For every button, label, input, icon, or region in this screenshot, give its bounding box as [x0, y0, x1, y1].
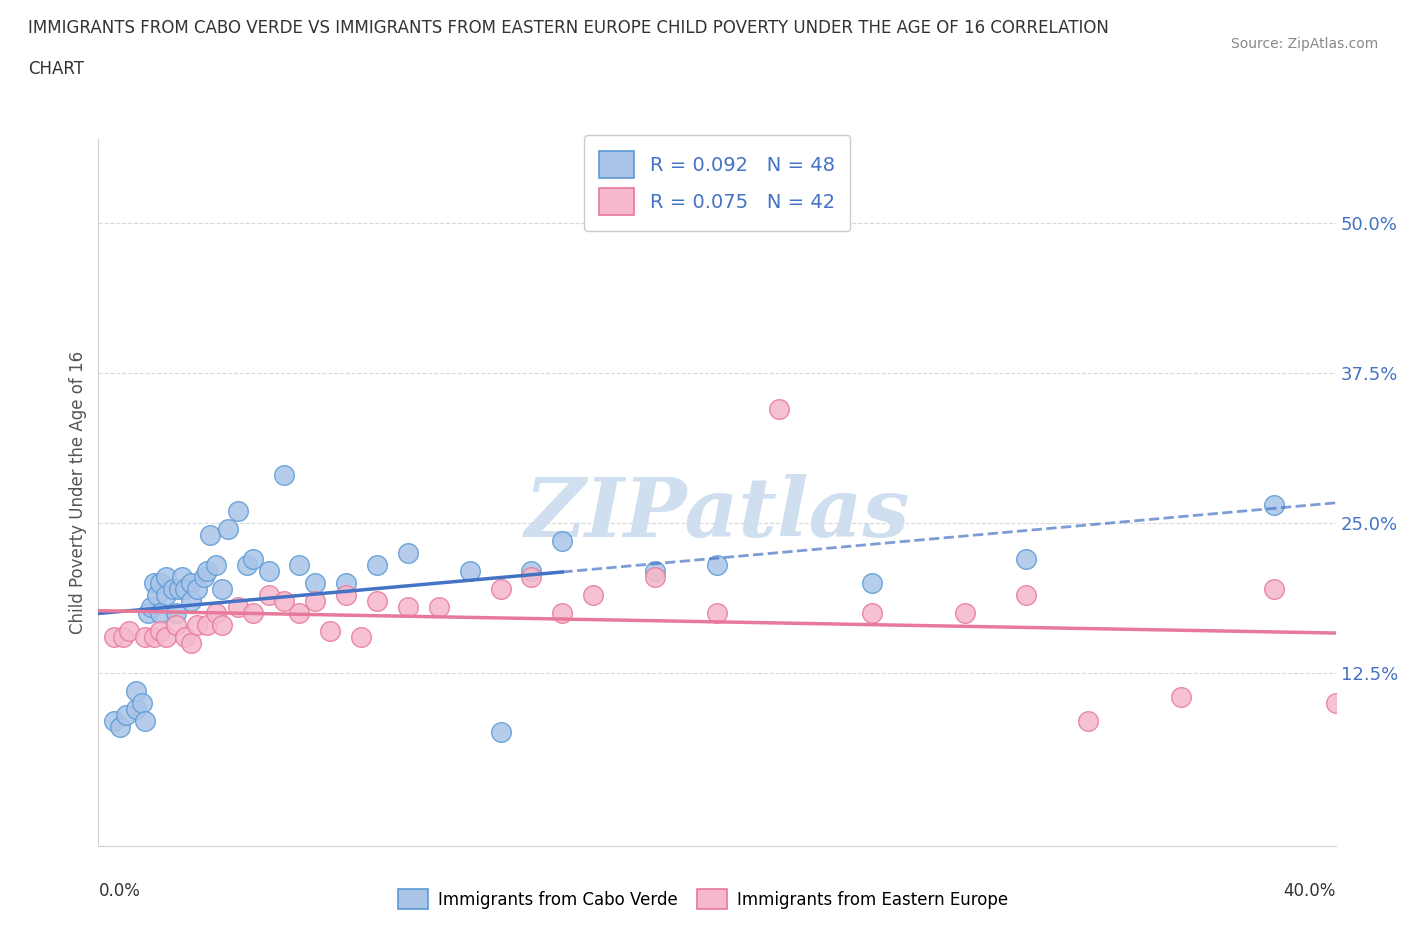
Point: [115, 707, 138, 722]
Point: [288, 557, 311, 572]
Point: [1263, 498, 1285, 512]
Point: [193, 569, 215, 584]
Point: [644, 569, 666, 584]
Point: [143, 576, 166, 591]
Point: [489, 725, 512, 740]
Point: [551, 534, 574, 549]
Point: [186, 581, 208, 596]
Point: [520, 564, 543, 578]
Text: IMMIGRANTS FROM CABO VERDE VS IMMIGRANTS FROM EASTERN EUROPE CHILD POVERTY UNDER: IMMIGRANTS FROM CABO VERDE VS IMMIGRANTS…: [28, 19, 1109, 36]
Point: [180, 635, 202, 650]
Point: [170, 569, 193, 584]
Point: [1077, 713, 1099, 728]
Point: [582, 587, 605, 602]
Point: [335, 576, 357, 591]
Point: [768, 402, 790, 417]
Point: [953, 605, 976, 620]
Point: [335, 587, 357, 602]
Point: [551, 605, 574, 620]
Point: [103, 630, 125, 644]
Text: Source: ZipAtlas.com: Source: ZipAtlas.com: [1230, 37, 1378, 51]
Point: [366, 593, 388, 608]
Point: [366, 557, 388, 572]
Point: [139, 599, 162, 614]
Point: [155, 569, 177, 584]
Point: [273, 468, 295, 483]
Point: [396, 599, 419, 614]
Point: [1263, 581, 1285, 596]
Point: [211, 581, 233, 596]
Point: [195, 564, 218, 578]
Point: [131, 695, 153, 710]
Point: [180, 593, 202, 608]
Point: [124, 701, 146, 716]
Point: [458, 564, 481, 578]
Point: [257, 587, 280, 602]
Point: [1324, 695, 1347, 710]
Point: [217, 522, 239, 537]
Point: [186, 618, 208, 632]
Point: [162, 581, 184, 596]
Point: [136, 605, 159, 620]
Text: ZIPatlas: ZIPatlas: [524, 474, 910, 554]
Point: [226, 503, 249, 518]
Point: [103, 713, 125, 728]
Point: [1015, 551, 1038, 566]
Point: [195, 618, 218, 632]
Point: [143, 630, 166, 644]
Point: [427, 599, 450, 614]
Point: [242, 551, 264, 566]
Point: [520, 569, 543, 584]
Y-axis label: Child Poverty Under the Age of 16: Child Poverty Under the Age of 16: [69, 352, 87, 634]
Text: 40.0%: 40.0%: [1284, 882, 1336, 899]
Text: 0.0%: 0.0%: [98, 882, 141, 899]
Point: [304, 576, 326, 591]
Point: [155, 630, 177, 644]
Point: [350, 630, 373, 644]
Point: [146, 587, 169, 602]
Point: [124, 684, 146, 698]
Point: [257, 564, 280, 578]
Point: [489, 581, 512, 596]
Point: [149, 605, 172, 620]
Point: [860, 576, 883, 591]
Point: [396, 545, 419, 560]
Point: [165, 605, 187, 620]
Point: [860, 605, 883, 620]
Text: CHART: CHART: [28, 60, 84, 78]
Point: [165, 618, 187, 632]
Legend: Immigrants from Cabo Verde, Immigrants from Eastern Europe: Immigrants from Cabo Verde, Immigrants f…: [389, 881, 1017, 917]
Point: [149, 623, 172, 638]
Point: [167, 581, 190, 596]
Point: [198, 527, 221, 542]
Point: [236, 557, 259, 572]
Point: [273, 593, 295, 608]
Point: [706, 557, 728, 572]
Point: [1015, 587, 1038, 602]
Point: [319, 623, 342, 638]
Point: [304, 593, 326, 608]
Point: [108, 719, 131, 734]
Point: [174, 581, 197, 596]
Point: [205, 605, 228, 620]
Point: [226, 599, 249, 614]
Point: [706, 605, 728, 620]
Point: [288, 605, 311, 620]
Point: [174, 630, 197, 644]
Point: [155, 587, 177, 602]
Point: [118, 623, 141, 638]
Legend: R = 0.092   N = 48, R = 0.075   N = 42: R = 0.092 N = 48, R = 0.075 N = 42: [583, 135, 851, 231]
Point: [644, 564, 666, 578]
Point: [149, 576, 172, 591]
Point: [211, 618, 233, 632]
Point: [134, 630, 156, 644]
Point: [112, 630, 135, 644]
Point: [180, 576, 202, 591]
Point: [134, 713, 156, 728]
Point: [242, 605, 264, 620]
Point: [1170, 689, 1192, 704]
Point: [205, 557, 228, 572]
